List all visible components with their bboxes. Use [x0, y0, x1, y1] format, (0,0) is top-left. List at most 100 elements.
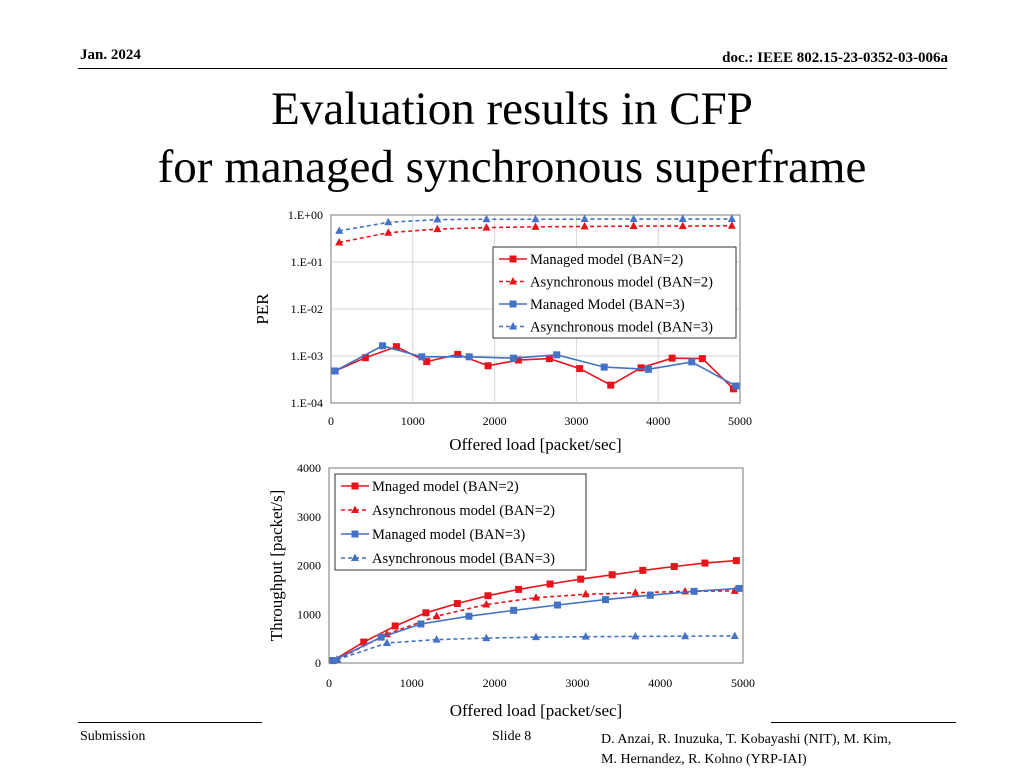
data-point: [730, 586, 739, 594]
slide-title-line1: Evaluation results in CFP: [271, 83, 753, 135]
legend: [334, 473, 587, 571]
data-point: [727, 221, 736, 229]
data-point: [433, 215, 442, 223]
y-tick-label: 1.E-04: [291, 396, 323, 410]
data-point: [453, 600, 461, 608]
data-point: [678, 214, 687, 223]
footer-slide-number: Slide 8: [492, 729, 532, 744]
y-tick-label: 4000: [297, 461, 321, 475]
series-line: [332, 587, 739, 662]
legend-label: Managed model (BAN=2): [530, 252, 683, 268]
legend-label: Asynchronous model (BAN=2): [372, 503, 555, 519]
data-point: [631, 631, 640, 640]
data-point: [698, 355, 706, 363]
series-line: [336, 590, 735, 661]
data-point: [668, 354, 676, 362]
y-axis-label: PER: [253, 293, 272, 325]
data-point: [509, 354, 517, 362]
x-tick-label: 5000: [728, 414, 752, 428]
x-tick-label: 5000: [731, 676, 755, 690]
legend-label: Asynchronous model (BAN=2): [530, 275, 713, 291]
data-point: [730, 631, 739, 639]
data-point: [329, 657, 337, 665]
y-tick-label: 3000: [297, 510, 321, 524]
data-point: [510, 606, 518, 614]
x-tick-label: 4000: [646, 414, 670, 428]
data-point: [629, 214, 638, 223]
x-tick-label: 1000: [401, 414, 425, 428]
data-point: [423, 358, 431, 366]
data-point: [531, 214, 540, 223]
data-point: [735, 584, 743, 592]
data-point: [482, 633, 491, 642]
footer-authors: D. Anzai, R. Inuzuka, T. Kobayashi (NIT)…: [601, 730, 971, 770]
chart-2: [328, 467, 744, 665]
footer-submission: Submission: [80, 729, 146, 744]
header-divider: [78, 68, 947, 69]
data-point: [580, 221, 589, 230]
legend: [492, 246, 737, 339]
data-point: [418, 353, 426, 361]
x-tick-label: 3000: [565, 676, 589, 690]
y-tick-label: 1.E-01: [291, 255, 323, 269]
header-doc-id: doc.: IEEE 802.15-23-0352-03-006a: [722, 50, 948, 66]
data-point: [701, 559, 709, 567]
series-line: [334, 345, 735, 390]
data-point: [331, 367, 339, 375]
data-point: [454, 350, 462, 358]
footer-divider-left: [78, 722, 262, 723]
data-point: [531, 222, 540, 230]
series-4: [335, 214, 736, 234]
legend-marker: [351, 505, 359, 513]
x-tick-label: 0: [326, 676, 332, 690]
x-tick-label: 3000: [564, 414, 588, 428]
series-4: [333, 631, 739, 663]
legend-marker: [509, 322, 517, 330]
data-point: [532, 593, 540, 601]
data-point: [732, 557, 740, 565]
y-tick-label: 1.E-02: [291, 302, 323, 316]
legend-marker: [509, 255, 517, 263]
legend-marker: [351, 482, 359, 490]
data-point: [391, 622, 399, 630]
x-tick-label: 0: [328, 414, 334, 428]
legend-label: Mnaged model (BAN=2): [372, 479, 519, 495]
series-line: [332, 559, 737, 662]
data-point: [482, 214, 491, 223]
footer-authors-line1: D. Anzai, R. Inuzuka, T. Kobayashi (NIT)…: [601, 732, 892, 747]
data-point: [546, 580, 554, 588]
y-tick-label: 2000: [297, 559, 321, 573]
slide-title: Evaluation results in CFP for managed sy…: [0, 80, 1024, 196]
chart-1: [330, 214, 741, 404]
y-tick-label: 1000: [297, 607, 321, 621]
header-date: Jan. 2024: [80, 47, 141, 63]
data-point: [482, 600, 491, 608]
y-tick-label: 1.E-03: [291, 349, 323, 363]
y-tick-label: 1.E+00: [288, 208, 323, 222]
data-point: [688, 358, 696, 366]
data-point: [576, 365, 584, 373]
data-point: [602, 596, 610, 604]
data-point: [515, 585, 523, 593]
legend-marker: [509, 300, 517, 308]
legend-marker: [351, 530, 359, 538]
footer-authors-line2: M. Hernandez, R. Kohno (YRP-IAI): [601, 752, 807, 767]
x-axis-label: Offered load [packet/sec]: [449, 435, 621, 454]
data-point: [484, 362, 492, 370]
data-point: [727, 214, 736, 223]
series-2: [335, 221, 736, 246]
data-point: [432, 635, 441, 643]
data-point: [646, 591, 654, 599]
data-point: [681, 631, 690, 640]
data-point: [361, 354, 369, 362]
x-tick-label: 2000: [483, 676, 507, 690]
data-point: [379, 342, 387, 350]
data-point: [554, 601, 562, 609]
data-point: [433, 224, 442, 233]
data-point: [732, 382, 740, 390]
x-tick-label: 2000: [483, 414, 507, 428]
x-axis-label: Offered load [packet/sec]: [450, 701, 622, 720]
data-point: [484, 592, 492, 600]
series-3: [331, 342, 740, 390]
data-point: [514, 356, 522, 364]
